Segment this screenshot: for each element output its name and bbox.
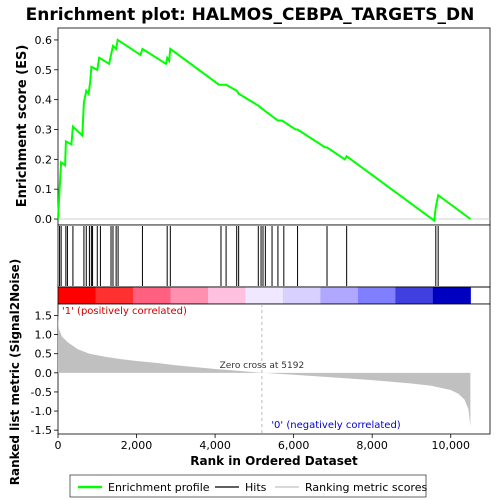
metric-y-tick-label: 0.0 — [35, 367, 53, 380]
x-tick-label: 0 — [55, 439, 62, 452]
legend-label: Hits — [245, 481, 267, 494]
es-y-axis-label: Enrichment score (ES) — [15, 45, 30, 208]
heat-bar-segment — [170, 287, 209, 304]
x-tick-label: 4,000 — [199, 439, 231, 452]
x-tick-label: 6,000 — [278, 439, 310, 452]
heat-bar-segment — [357, 287, 396, 304]
negative-label: '0' (negatively correlated) — [271, 420, 400, 431]
x-axis-label: Rank in Ordered Dataset — [190, 454, 358, 468]
es-y-tick-label: 0.5 — [35, 64, 53, 77]
metric-y-ticks: -1.5 -1.0 -0.5 0.0 0.5 1.0 1.5 — [31, 309, 58, 437]
metric-y-tick-label: -1.0 — [31, 405, 52, 418]
es-y-ticks: 0.0 0.1 0.2 0.3 0.4 0.5 0.6 — [35, 34, 58, 226]
heat-bar-segment — [58, 287, 96, 304]
es-panel-frame — [57, 27, 491, 226]
heat-bar-segment — [320, 287, 359, 304]
metric-y-tick-label: 1.5 — [35, 309, 53, 322]
x-tick-label: 10,000 — [431, 439, 470, 452]
legend-label: Ranking metric scores — [305, 481, 427, 494]
positive-label: '1' (positively correlated) — [62, 306, 187, 317]
legend-label: Enrichment profile — [108, 481, 210, 494]
legend: Enrichment profile Hits Ranking metric sco… — [78, 481, 427, 494]
es-y-tick-label: 0.4 — [35, 94, 53, 107]
heat-bar-segment — [245, 287, 284, 304]
metric-y-axis-label: Ranked list metric (Signal2Noise) — [8, 259, 22, 486]
ranked-list-heat-bar — [58, 287, 471, 304]
heat-bar-segment — [432, 287, 471, 304]
heat-bar-segment — [282, 287, 321, 304]
x-tick-label: 8,000 — [356, 439, 388, 452]
es-y-tick-label: 0.3 — [35, 123, 53, 136]
metric-y-tick-label: 0.5 — [35, 348, 53, 361]
ranking-metric-area — [58, 311, 471, 427]
hits-panel-frame — [57, 224, 491, 288]
heat-bar-segment — [395, 287, 434, 304]
heat-bar-segment — [132, 287, 171, 304]
x-tick-label: 2,000 — [121, 439, 153, 452]
es-y-tick-label: 0.0 — [35, 213, 53, 226]
heat-bar-segment — [207, 287, 246, 304]
x-axis-ticks: 0 2,000 4,000 6,000 8,000 10,000 — [55, 434, 470, 452]
hit-markers — [59, 226, 439, 286]
metric-y-tick-label: 1.0 — [35, 329, 53, 342]
metric-y-tick-label: -1.5 — [31, 424, 52, 437]
heat-bar-segment — [95, 287, 134, 304]
es-y-tick-label: 0.6 — [35, 34, 53, 47]
enrichment-profile-line — [57, 38, 471, 223]
metric-y-tick-label: -0.5 — [31, 386, 52, 399]
chart-title: Enrichment plot: HALMOS_CEBPA_TARGETS_DN — [26, 5, 475, 25]
legend-box — [69, 474, 427, 498]
es-y-tick-label: 0.1 — [35, 183, 53, 196]
zero-cross-label: Zero cross at 5192 — [220, 361, 305, 371]
es-y-tick-label: 0.2 — [35, 153, 53, 166]
